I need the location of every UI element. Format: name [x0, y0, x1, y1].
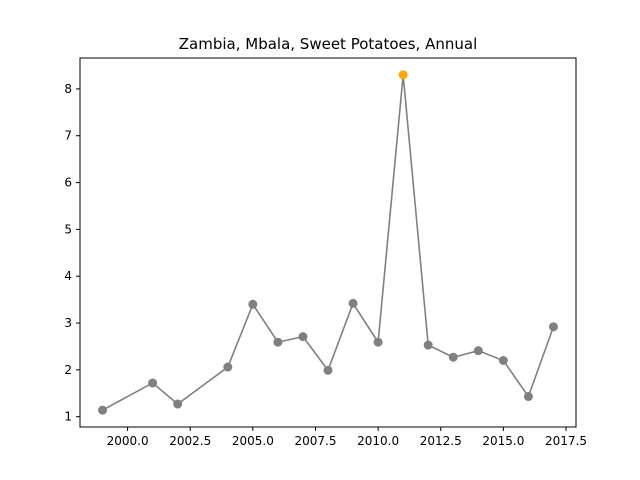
data-point	[248, 299, 258, 309]
x-tick-label: 2010.0	[357, 434, 399, 448]
x-tick-label: 2005.0	[232, 434, 274, 448]
x-tick-label: 2007.5	[294, 434, 336, 448]
data-point	[148, 378, 158, 388]
data-point	[173, 399, 183, 409]
x-tick-label: 2012.5	[420, 434, 462, 448]
series-layer	[98, 70, 558, 415]
series-line	[102, 74, 555, 411]
y-tick-label: 8	[64, 82, 72, 96]
x-tick-label: 2017.5	[545, 434, 587, 448]
y-tick-label: 4	[64, 269, 72, 283]
y-tick-label: 6	[64, 176, 72, 190]
chart-title: Zambia, Mbala, Sweet Potatoes, Annual	[179, 35, 477, 53]
highlighted-data-point	[398, 70, 408, 80]
data-point	[448, 352, 458, 362]
data-point	[273, 337, 283, 347]
axes: 2000.0 2002.5 2005.0 2007.5 2010.0 2012.5 2015…	[64, 57, 587, 448]
data-point	[548, 322, 558, 332]
y-tick-label: 7	[64, 129, 72, 143]
data-point	[498, 356, 508, 366]
data-point	[298, 332, 308, 342]
y-tick-label: 3	[64, 316, 72, 330]
x-tick-label: 2015.0	[482, 434, 524, 448]
y-tick-label: 2	[64, 363, 72, 377]
data-point	[473, 346, 483, 356]
y-axis: 1 2 3 4 5 6 7 8	[64, 82, 80, 424]
x-axis: 2000.0 2002.5 2005.0 2007.5 2010.0 2012.5 2015…	[107, 427, 587, 448]
data-point	[98, 405, 108, 415]
data-point	[523, 392, 533, 402]
x-tick-label: 2002.5	[169, 434, 211, 448]
data-point	[423, 340, 433, 350]
y-tick-label: 1	[64, 410, 72, 424]
data-point	[373, 337, 383, 347]
plot-frame	[79, 57, 577, 428]
x-tick-label: 2000.0	[107, 434, 149, 448]
data-point	[223, 362, 233, 372]
y-tick-label: 5	[64, 222, 72, 236]
data-point	[323, 365, 333, 375]
data-point	[348, 298, 358, 308]
